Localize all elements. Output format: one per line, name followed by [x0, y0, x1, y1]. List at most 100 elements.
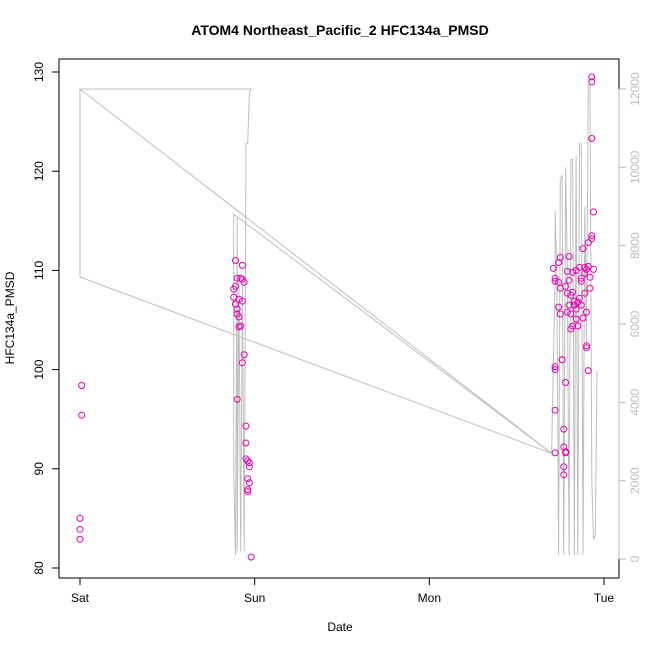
data-point [233, 395, 241, 403]
data-point [581, 269, 589, 277]
y2-tick-label: 2000 [628, 467, 642, 494]
x-tick-label: Sun [244, 591, 265, 605]
data-point [560, 471, 568, 479]
data-point [244, 486, 252, 494]
data-point [551, 277, 559, 285]
data-point [572, 315, 580, 323]
data-point [579, 245, 587, 253]
data-point [584, 262, 592, 270]
data-point [583, 342, 590, 350]
data-point [563, 267, 571, 275]
data-point [237, 322, 245, 330]
data-point [556, 310, 564, 318]
data-point [586, 273, 594, 281]
data-point [558, 356, 566, 364]
data-point [562, 449, 570, 457]
data-point [563, 308, 571, 316]
data-point [549, 264, 557, 272]
data-point [590, 208, 597, 216]
data-point [588, 73, 596, 81]
data-point [567, 310, 575, 318]
data-point [551, 274, 559, 282]
data-point [569, 268, 577, 276]
data-point [565, 253, 573, 260]
data-point [551, 363, 559, 371]
y2-tick-label: 0 [628, 555, 642, 562]
data-point [590, 265, 597, 273]
data-point [570, 297, 578, 305]
data-point [78, 382, 86, 389]
data-point [560, 425, 568, 433]
data-point [588, 232, 596, 240]
data-point [244, 475, 252, 483]
y-axis-label: HFC134a_PMSD [3, 271, 17, 364]
data-point [238, 261, 246, 269]
data-point [551, 449, 559, 457]
data-point [572, 305, 580, 313]
data-point [565, 276, 573, 284]
x-axis-label: Date [327, 620, 353, 634]
data-point [583, 308, 590, 316]
x-tick-label: Mon [418, 591, 441, 605]
line-series-path [78, 84, 598, 556]
data-point [576, 263, 583, 271]
data-point [76, 514, 84, 522]
y-axis-right: 0 2000 4000 6000 8000 10000 12000 [618, 72, 642, 562]
data-point [577, 277, 585, 285]
y-tick-label: 80 [32, 561, 46, 575]
data-point [577, 301, 585, 309]
line-series [78, 84, 598, 556]
data-point [560, 463, 568, 471]
data-point [76, 535, 84, 543]
data-point [233, 274, 241, 282]
x-tick-label: Sat [71, 591, 90, 605]
data-point [584, 367, 592, 375]
x-axis: Sat Sun Mon Tue [71, 577, 615, 605]
plot-frame [58, 58, 620, 579]
y2-tick-label: 6000 [628, 310, 642, 337]
data-point [569, 288, 577, 296]
data-point [555, 303, 563, 311]
x-tick-label: Tue [594, 591, 615, 605]
y2-tick-label: 8000 [628, 232, 642, 259]
data-point [588, 78, 596, 86]
y-axis-left: 80 90 100 110 120 130 [32, 62, 60, 575]
data-point [577, 274, 585, 282]
data-point [245, 463, 253, 471]
y2-tick-label: 10000 [628, 150, 642, 184]
data-point [562, 282, 570, 290]
data-point [588, 235, 596, 243]
data-point [242, 455, 250, 463]
data-point [240, 278, 248, 286]
data-point [588, 135, 596, 142]
data-point [76, 525, 84, 533]
chart-title: ATOM4 Northeast_Pacific_2 HFC134a_PMSD [191, 22, 488, 38]
data-point [551, 406, 559, 414]
data-point [562, 379, 570, 386]
data-point [556, 254, 564, 261]
data-point [232, 257, 239, 264]
data-point [242, 439, 250, 447]
y-tick-label: 90 [32, 462, 46, 476]
data-point [238, 297, 246, 305]
data-point [238, 359, 246, 367]
data-point [584, 239, 592, 247]
data-point [567, 325, 575, 333]
data-point [78, 411, 86, 419]
data-point [586, 284, 594, 292]
data-point [235, 313, 243, 321]
data-point [583, 344, 590, 352]
data-point [565, 301, 573, 309]
y2-tick-label: 4000 [628, 389, 642, 416]
data-point [245, 479, 253, 487]
data-point [240, 351, 248, 359]
data-point [581, 289, 589, 297]
data-point [230, 285, 238, 293]
data-point [235, 295, 243, 303]
data-point [237, 274, 245, 282]
data-point [244, 488, 252, 496]
data-point [579, 314, 587, 322]
data-point [574, 322, 582, 330]
y-tick-label: 130 [32, 62, 46, 82]
